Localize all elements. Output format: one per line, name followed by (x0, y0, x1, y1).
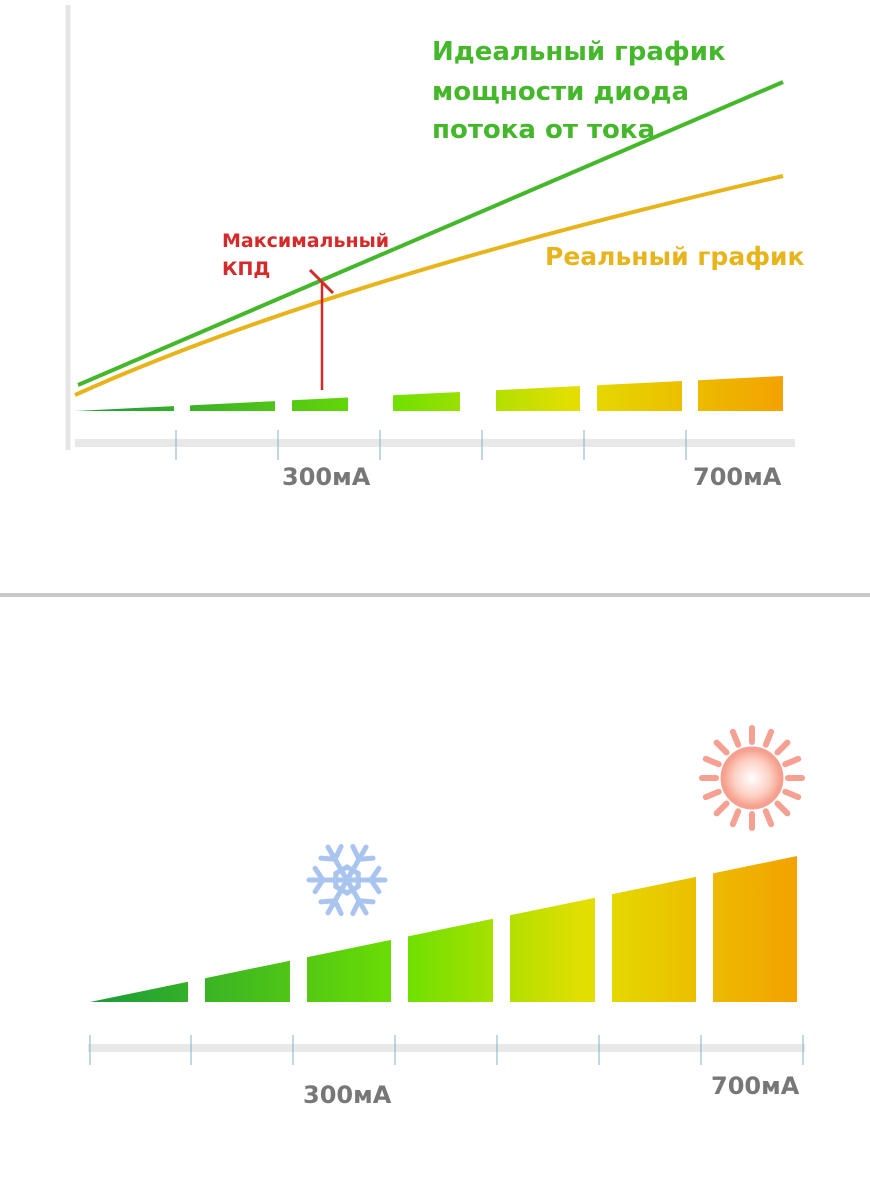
sun-ray (762, 808, 775, 828)
snowflake-branch (350, 844, 376, 862)
efficiency-label: КПД (222, 258, 270, 280)
label-line: потока от тока (432, 115, 655, 145)
wedge (496, 386, 580, 411)
axis-label: 700мА (711, 1072, 800, 1100)
wedge (75, 406, 174, 411)
snowflake-branch (312, 865, 327, 895)
sun-ray (782, 755, 802, 768)
snowflake-branch (350, 898, 376, 916)
sun-ray (729, 728, 742, 748)
wedge (90, 981, 188, 1002)
wedge (205, 960, 290, 1002)
wedge (393, 391, 460, 411)
wedges (90, 856, 797, 1002)
wedge (408, 918, 493, 1002)
sun-ray (713, 800, 730, 817)
snowflake-branch (318, 844, 344, 862)
wedge (612, 876, 696, 1002)
wedge (307, 939, 391, 1002)
axis-label: 300мА (282, 463, 371, 491)
label-line: Идеальный график (432, 37, 726, 67)
sun-icon (699, 725, 805, 831)
wedge (292, 397, 348, 411)
axis-label: 700мА (693, 463, 782, 491)
sun-ray (782, 788, 802, 801)
efficiency-label: Максимальный (222, 230, 389, 252)
snowflake-arm (325, 844, 350, 883)
snowflake-arm (325, 877, 350, 916)
snowflake-hex (333, 864, 361, 896)
sun-ray (762, 728, 775, 748)
wedges (75, 376, 783, 411)
wedge (190, 401, 275, 411)
sun-ray (774, 739, 791, 756)
ideal-line (77, 80, 784, 387)
sun-ray (702, 755, 722, 768)
snowflake-branch (367, 865, 382, 895)
efficiency-mark (308, 268, 335, 295)
real-label: Реальный график (545, 242, 805, 271)
label-line: мощности диода (432, 77, 689, 107)
axis-label: 300мА (303, 1081, 392, 1109)
wedge (698, 376, 783, 411)
real-line (74, 174, 784, 397)
ideal-label: Идеальный график мощности диода потока о… (432, 37, 726, 145)
sun-disc (720, 746, 784, 810)
sun-ray (713, 739, 730, 756)
sun-ray (729, 808, 742, 828)
wedge (713, 856, 797, 1002)
snowflake-arm (344, 877, 369, 916)
wedge (597, 380, 682, 411)
snowflake-branch (318, 898, 344, 916)
sun-ray (702, 788, 722, 801)
wedge (510, 897, 595, 1002)
snowflake-icon (306, 844, 388, 916)
snowflake-arm (344, 844, 369, 883)
sun-ray (774, 800, 791, 817)
